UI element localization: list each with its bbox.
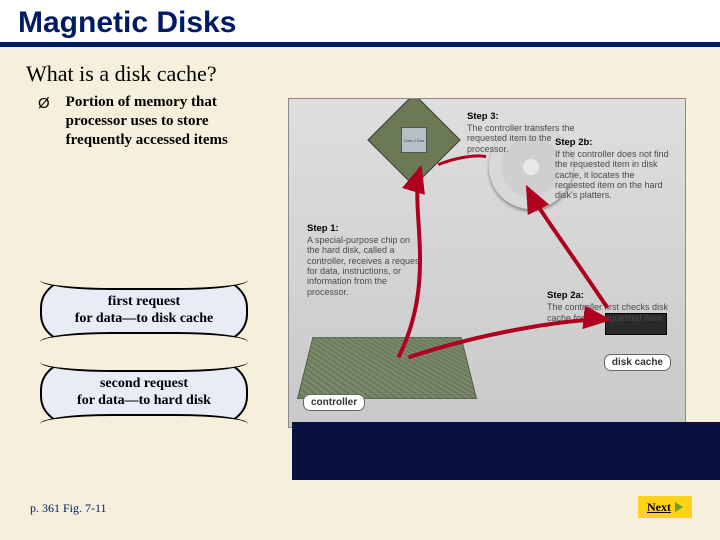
bullet-marker-icon: Ø bbox=[38, 95, 50, 112]
title-bar: Magnetic Disks bbox=[0, 0, 720, 47]
page-reference: p. 361 Fig. 7-11 bbox=[30, 501, 107, 516]
callout-line: second request bbox=[100, 376, 188, 393]
callout-second-request: second request for data—to hard disk bbox=[40, 362, 248, 424]
cpu-label: Core 2 Duo bbox=[401, 127, 427, 153]
step-text: The controller transfers the requested i… bbox=[467, 123, 575, 154]
next-arrow-icon bbox=[675, 502, 683, 512]
disk-cache-diagram: Core 2 Duo controller disk cache Step 1:… bbox=[288, 98, 686, 428]
caption-step2a: Step 2a: The controller first checks dis… bbox=[547, 290, 675, 323]
next-button[interactable]: Next bbox=[638, 496, 692, 518]
step-text: If the controller does not find the requ… bbox=[555, 149, 669, 200]
bullet-item: Ø Portion of memory that processor uses … bbox=[38, 93, 248, 149]
controller-board-icon bbox=[297, 337, 477, 399]
label-disk-cache: disk cache bbox=[604, 354, 671, 371]
step-text: A special-purpose chip on the hard disk,… bbox=[307, 235, 422, 297]
decorative-band bbox=[292, 422, 720, 480]
step-title: Step 2a: bbox=[547, 290, 584, 301]
next-label: Next bbox=[647, 500, 671, 515]
caption-step1: Step 1: A special-purpose chip on the ha… bbox=[307, 223, 425, 297]
step-title: Step 3: bbox=[467, 111, 499, 122]
callout-line: for data—to hard disk bbox=[77, 393, 211, 410]
cpu-chip-icon: Core 2 Duo bbox=[367, 98, 460, 187]
page-title: Magnetic Disks bbox=[18, 6, 702, 40]
callout-line: first request bbox=[108, 294, 180, 311]
step-title: Step 1: bbox=[307, 223, 339, 234]
label-controller: controller bbox=[303, 394, 365, 411]
callout-first-request: first request for data—to disk cache bbox=[40, 280, 248, 342]
question-heading: What is a disk cache? bbox=[26, 61, 690, 87]
caption-step3: Step 3: The controller transfers the req… bbox=[467, 111, 575, 154]
callout-line: for data—to disk cache bbox=[75, 311, 214, 328]
bullet-text: Portion of memory that processor uses to… bbox=[66, 93, 248, 149]
step-text: The controller first checks disk cache f… bbox=[547, 302, 668, 322]
